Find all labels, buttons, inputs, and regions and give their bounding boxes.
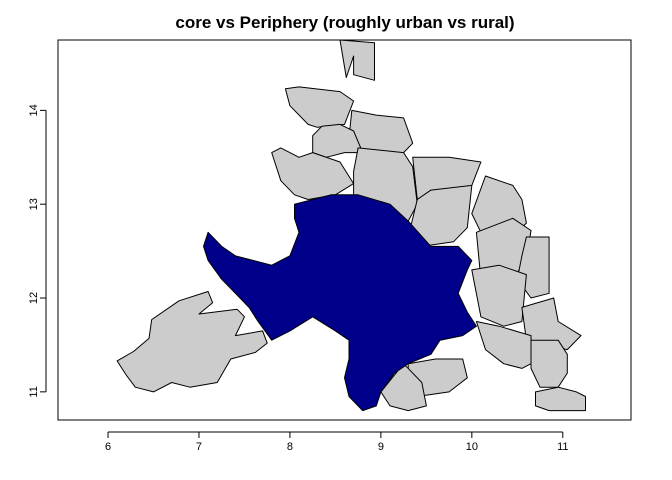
- region-periphery-16: [530, 339, 568, 388]
- region-core-20: [203, 194, 477, 412]
- x-tick-label: 7: [196, 441, 202, 453]
- map-regions: [116, 39, 586, 412]
- y-tick-label: 14: [28, 104, 40, 116]
- y-tick-label: 11: [28, 386, 40, 397]
- y-axis: 11 12 13 14: [28, 104, 47, 398]
- region-periphery-6: [271, 147, 355, 200]
- y-tick-label: 13: [28, 198, 40, 210]
- x-tick-label: 6: [105, 441, 111, 453]
- x-axis: 6 7 8 9 10 11: [105, 431, 568, 453]
- x-tick-label: 9: [378, 441, 384, 453]
- x-tick-label: 11: [557, 441, 568, 453]
- region-periphery-3: [284, 86, 355, 128]
- region-periphery-17: [535, 386, 586, 412]
- region-periphery-13: [471, 264, 527, 327]
- x-tick-label: 10: [466, 441, 478, 453]
- region-periphery-2: [339, 39, 375, 81]
- chart-title: core vs Periphery (roughly urban vs rura…: [175, 13, 514, 32]
- y-tick-label: 12: [28, 292, 40, 304]
- x-tick-label: 8: [287, 441, 293, 453]
- region-periphery-15: [475, 321, 532, 369]
- region-periphery-1: [116, 291, 268, 393]
